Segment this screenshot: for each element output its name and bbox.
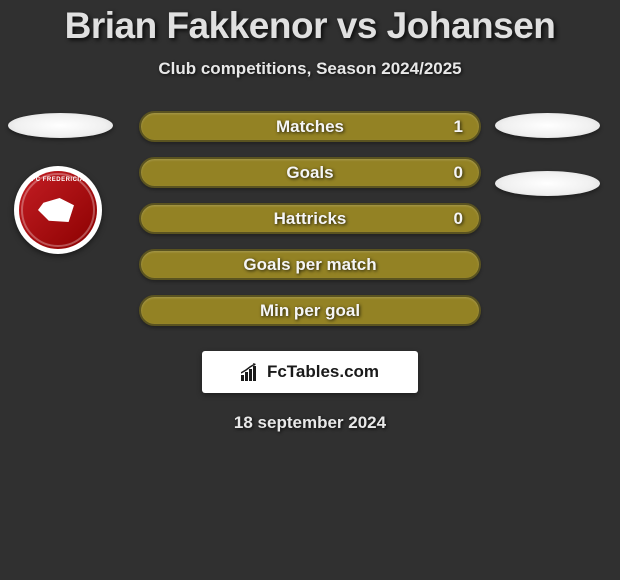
date-text: 18 september 2024 (0, 413, 620, 433)
stat-value: 1 (454, 117, 463, 137)
stat-value: 0 (454, 163, 463, 183)
stat-row-hattricks: Hattricks 0 (139, 203, 481, 234)
page-title: Brian Fakkenor vs Johansen (0, 5, 620, 47)
subtitle: Club competitions, Season 2024/2025 (0, 59, 620, 79)
player-placeholder-ellipse (495, 113, 600, 138)
stat-label: Goals (286, 163, 333, 183)
player-placeholder-ellipse (495, 171, 600, 196)
stat-label: Matches (276, 117, 344, 137)
stat-label: Goals per match (243, 255, 376, 275)
club-badge-icon (38, 190, 78, 230)
site-logo-box: FcTables.com (202, 351, 418, 393)
stat-row-goals-per-match: Goals per match (139, 249, 481, 280)
stat-row-goals: Goals 0 (139, 157, 481, 188)
site-logo-text: FcTables.com (267, 362, 379, 382)
stat-row-min-per-goal: Min per goal (139, 295, 481, 326)
right-player-column (495, 113, 600, 196)
player-placeholder-ellipse (8, 113, 113, 138)
bar-chart-icon (241, 363, 263, 381)
club-badge-inner: FC FREDERICIA (19, 171, 97, 249)
club-badge-text: FC FREDERICIA (32, 177, 85, 183)
stat-row-matches: Matches 1 (139, 111, 481, 142)
comparison-card: Brian Fakkenor vs Johansen Club competit… (0, 0, 620, 433)
left-player-column: FC FREDERICIA (8, 113, 113, 254)
stat-label: Hattricks (274, 209, 347, 229)
stats-area: FC FREDERICIA Matches 1 Goals 0 Hattrick… (0, 111, 620, 433)
stat-value: 0 (454, 209, 463, 229)
club-badge: FC FREDERICIA (14, 166, 102, 254)
stat-label: Min per goal (260, 301, 360, 321)
